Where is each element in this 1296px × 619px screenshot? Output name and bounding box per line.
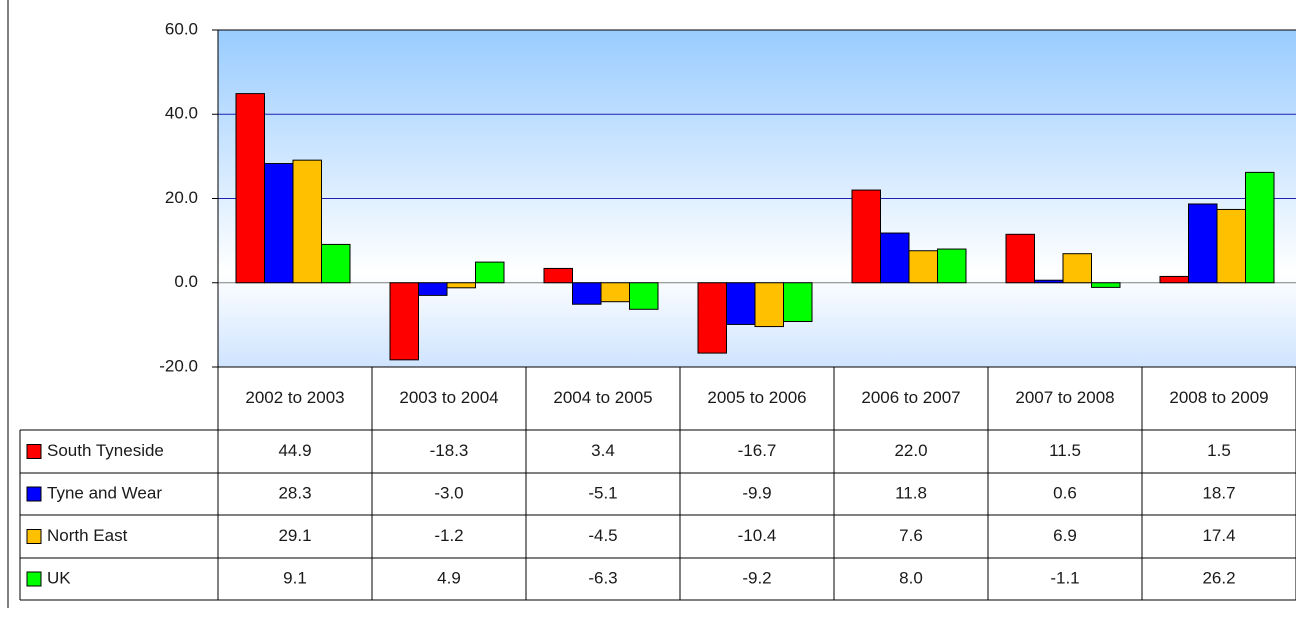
- y-tick-label: 60.0: [165, 19, 198, 38]
- x-tick-label: 2005 to 2006: [707, 388, 806, 407]
- table-value: 1.5: [1207, 441, 1231, 460]
- legend-label: Tyne and Wear: [47, 483, 162, 502]
- bar: [600, 282, 630, 303]
- table-value: 4.9: [437, 568, 461, 587]
- x-tick-label: 2007 to 2008: [1015, 388, 1114, 407]
- bar: [235, 93, 265, 284]
- table-value: 0.6: [1053, 483, 1077, 502]
- bar: [1216, 208, 1246, 284]
- table-value: -3.0: [434, 483, 463, 502]
- table-value: -10.4: [738, 526, 777, 545]
- bar: [937, 248, 967, 284]
- bar: [908, 250, 938, 284]
- table-value: 17.4: [1202, 526, 1235, 545]
- bar: [1034, 279, 1064, 284]
- table-value: 44.9: [278, 441, 311, 460]
- bar: [475, 261, 505, 284]
- legend-label: North East: [47, 526, 128, 545]
- legend-swatch: [26, 486, 42, 502]
- bar: [1091, 282, 1121, 288]
- table-value: -5.1: [588, 483, 617, 502]
- table-value: -4.5: [588, 526, 617, 545]
- y-tick-label: 40.0: [165, 104, 198, 123]
- y-tick-label: -20.0: [159, 356, 198, 375]
- table-value: 8.0: [899, 568, 923, 587]
- legend-label: South Tyneside: [47, 441, 164, 460]
- bar: [1188, 203, 1218, 284]
- legend-swatch: [26, 571, 42, 587]
- bar: [292, 159, 322, 284]
- legend-label: UK: [47, 568, 71, 587]
- table-value: 11.5: [1049, 441, 1081, 460]
- bar: [389, 282, 419, 361]
- table-value: 28.3: [278, 483, 311, 502]
- table-value: -18.3: [430, 441, 469, 460]
- x-tick-label: 2002 to 2003: [245, 388, 344, 407]
- bar: [1005, 233, 1035, 284]
- x-tick-label: 2008 to 2009: [1169, 388, 1268, 407]
- table-value: -1.1: [1050, 568, 1079, 587]
- table-value: -9.9: [742, 483, 771, 502]
- table-value: 9.1: [283, 568, 307, 587]
- table-value: -1.2: [434, 526, 463, 545]
- legend-swatch: [26, 529, 42, 544]
- x-tick-label: 2006 to 2007: [861, 388, 960, 407]
- table-value: 26.2: [1202, 568, 1235, 587]
- bar: [1159, 275, 1189, 284]
- table-value: 18.7: [1202, 483, 1235, 502]
- bar: [880, 232, 910, 284]
- table-value: 7.6: [899, 526, 923, 545]
- table-value: -9.2: [742, 568, 771, 587]
- bar: [783, 282, 813, 323]
- bar: [754, 282, 784, 328]
- table-value: -6.3: [588, 568, 617, 587]
- bar: [697, 282, 727, 354]
- y-tick-label: 20.0: [165, 188, 198, 207]
- table-value: 29.1: [278, 526, 311, 545]
- bar: [572, 282, 602, 305]
- x-tick-label: 2003 to 2004: [399, 388, 498, 407]
- table-value: -16.7: [738, 441, 777, 460]
- bar: [321, 243, 351, 284]
- table-value: 6.9: [1053, 526, 1077, 545]
- bar: [1062, 253, 1092, 284]
- table-value: 11.8: [895, 483, 927, 502]
- x-tick-label: 2004 to 2005: [553, 388, 652, 407]
- bar: [543, 267, 573, 284]
- table-value: 3.4: [591, 441, 615, 460]
- bar: [726, 282, 756, 325]
- bar: [851, 189, 881, 284]
- y-tick-label: 0.0: [174, 272, 198, 291]
- bar: [264, 163, 294, 284]
- bar: [1245, 171, 1275, 284]
- bar: [629, 282, 659, 310]
- bar: [446, 282, 476, 289]
- bar: [418, 282, 448, 296]
- table-value: 22.0: [894, 441, 927, 460]
- legend-swatch: [26, 444, 42, 459]
